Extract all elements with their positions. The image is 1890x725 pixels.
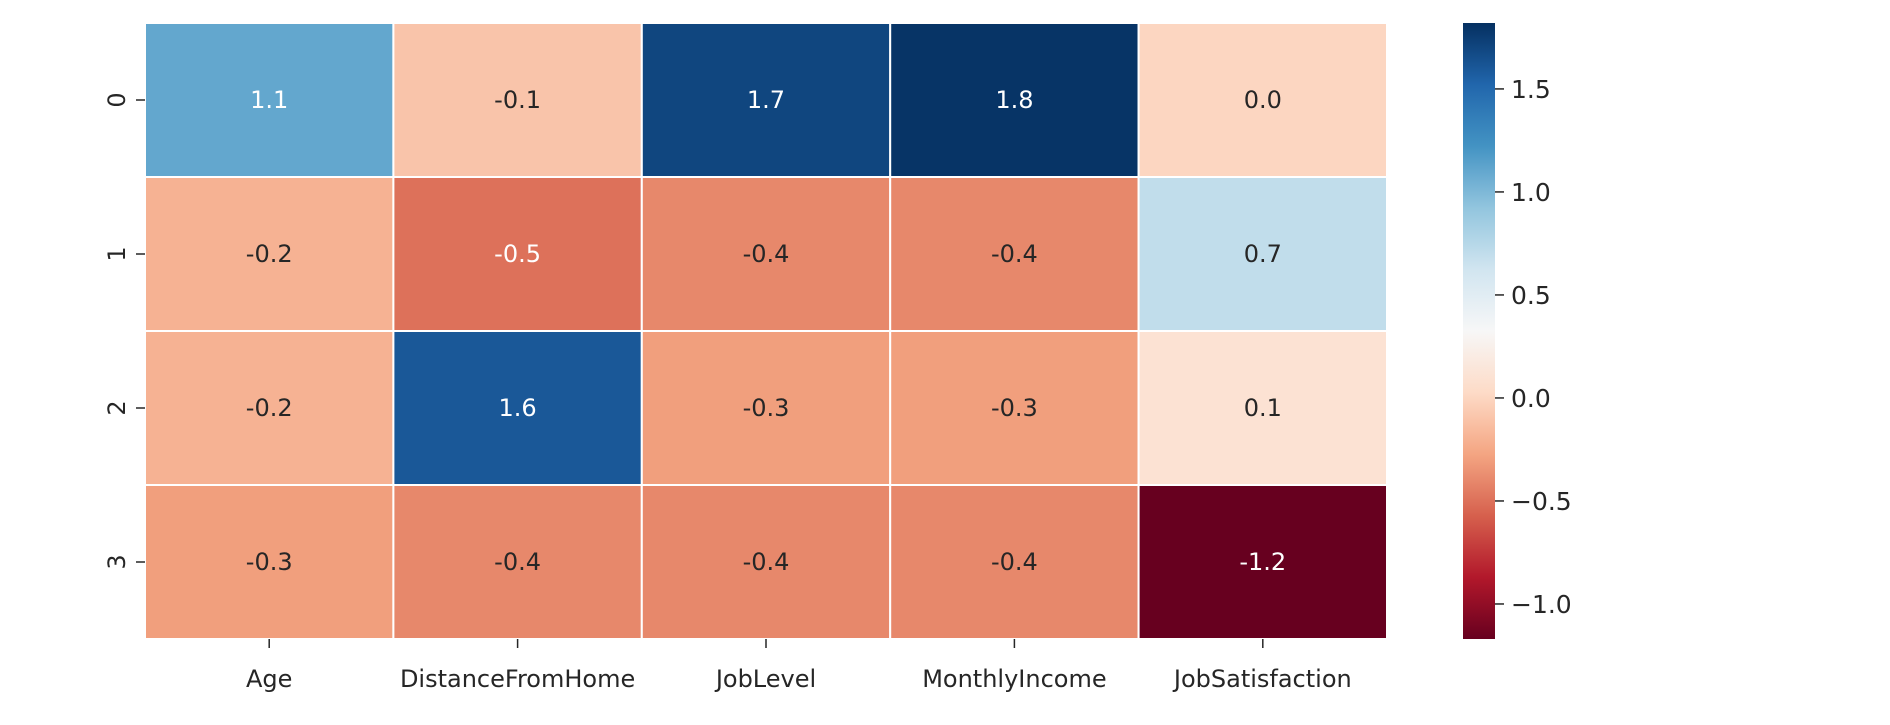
- x-tick-label: JobSatisfaction: [1172, 665, 1352, 693]
- heatmap-cell: [640, 22, 892, 178]
- heatmap-cell-label: -0.3: [246, 548, 293, 576]
- heatmap-cell: [1137, 330, 1388, 486]
- heatmap-cell-label: 0.1: [1244, 394, 1282, 422]
- heatmap-cell-label: -0.2: [246, 240, 293, 268]
- heatmap-cell-label: -0.4: [743, 548, 790, 576]
- heatmap-cell-label: 0.0: [1244, 86, 1282, 114]
- heatmap-cell-label: -0.3: [743, 394, 790, 422]
- heatmap-cell: [1137, 484, 1388, 640]
- heatmap-cells: [144, 22, 1388, 640]
- heatmap-cell: [1137, 176, 1388, 332]
- heatmap-cell: [889, 484, 1140, 640]
- x-tick-label: JobLevel: [714, 665, 816, 693]
- heatmap-cell-label: -0.4: [991, 240, 1038, 268]
- colorbar: 1.5 1.0 0.5 0.0 −0.5 −1.0: [1463, 23, 1572, 639]
- x-axis: Age DistanceFromHome JobLevel MonthlyIncome…: [246, 639, 1352, 693]
- heatmap-cell-label: -0.2: [246, 394, 293, 422]
- heatmap-cell-label: 1.7: [747, 86, 785, 114]
- heatmap-cell: [392, 330, 643, 486]
- colorbar-tick-label: 0.5: [1511, 281, 1551, 310]
- heatmap-cell-label: 1.1: [250, 86, 288, 114]
- heatmap-cell-label: 0.7: [1244, 240, 1282, 268]
- heatmap-cell: [392, 484, 643, 640]
- heatmap-cell: [889, 22, 1140, 178]
- heatmap-cell-label: -0.3: [991, 394, 1038, 422]
- colorbar-tick-label: −0.5: [1511, 487, 1572, 516]
- heatmap-cell-label: -1.2: [1239, 548, 1286, 576]
- heatmap-cell-label: -0.4: [743, 240, 790, 268]
- x-tick-label: Age: [246, 665, 292, 693]
- heatmap-cell-label: -0.5: [494, 240, 541, 268]
- y-axis: 0 1 2 3: [103, 92, 145, 570]
- colorbar-gradient: [1463, 23, 1495, 639]
- x-tick-label: MonthlyIncome: [922, 665, 1106, 693]
- heatmap-cell: [640, 330, 892, 486]
- heatmap-cell: [640, 176, 892, 332]
- x-tick-label: DistanceFromHome: [400, 665, 635, 693]
- colorbar-tick-label: 1.0: [1511, 178, 1551, 207]
- heatmap-cell-labels: 1.1 -0.1 1.7 1.8 0.0 -0.2 -0.5 -0.4 -0.4 0.7 -0.2 1…: [246, 86, 1286, 576]
- colorbar-tick-label: −1.0: [1511, 590, 1572, 619]
- heatmap-cell: [144, 22, 395, 178]
- y-tick-label: 0: [103, 92, 131, 107]
- colorbar-tick-label: 1.5: [1511, 75, 1551, 104]
- heatmap-cell-label: 1.6: [499, 394, 537, 422]
- y-tick-label: 2: [103, 400, 131, 415]
- heatmap-cell-label: 1.8: [995, 86, 1033, 114]
- heatmap-cell: [392, 22, 643, 178]
- colorbar-tick-label: 0.0: [1511, 384, 1551, 413]
- heatmap-cell: [889, 330, 1140, 486]
- heatmap-cell: [640, 484, 892, 640]
- heatmap-cell-label: -0.4: [494, 548, 541, 576]
- y-tick-label: 1: [103, 246, 131, 261]
- heatmap-cell: [144, 176, 395, 332]
- heatmap-cell-label: -0.4: [991, 548, 1038, 576]
- heatmap-cell-label: -0.1: [494, 86, 541, 114]
- heatmap-cell: [1137, 22, 1388, 178]
- y-tick-label: 3: [103, 554, 131, 569]
